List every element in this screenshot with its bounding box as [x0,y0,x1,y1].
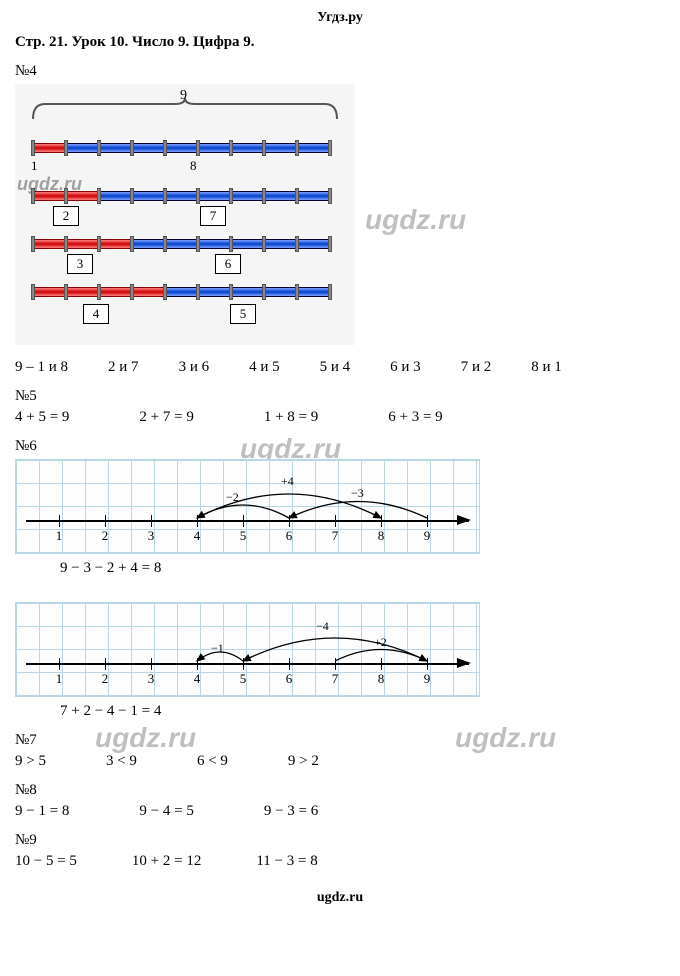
ex9-item: 11 − 3 = 8 [256,853,317,870]
header-watermark: Угдз.ру [15,10,665,26]
arc-label: +4 [281,474,294,489]
ex4-row1-left: 1 [31,158,38,174]
footer-watermark: ugdz.ru [15,890,665,906]
ex9-item: 10 − 5 = 5 [15,853,77,870]
ex4-ans-box: 2 [53,206,79,226]
ex4-ans-item: 6 и 3 [390,359,421,376]
ex7-item: 9 > 2 [288,753,319,770]
ex6-label: №6 [15,438,665,455]
ex8-item: 9 − 3 = 6 [264,803,318,820]
ex4-answers: 9 – 1 и 8 2 и 7 3 и 6 4 и 5 5 и 4 6 и 3 … [15,359,665,376]
ex7-item: 3 < 9 [106,753,137,770]
ex5-item: 6 + 3 = 9 [388,409,442,426]
ex8-item: 9 − 1 = 8 [15,803,69,820]
ex4-ans-item: 8 и 1 [531,359,562,376]
ex5-item: 1 + 8 = 9 [264,409,318,426]
ex7-item: 9 > 5 [15,753,46,770]
ex4-label: №4 [15,63,665,80]
ex5-item: 4 + 5 = 9 [15,409,69,426]
arc-label: −3 [351,486,364,501]
ex4-ans-item: 7 и 2 [461,359,492,376]
ex4-ans-item: 4 и 5 [249,359,280,376]
ex4-diagram: 9 1 8 ugdz.ru 2 7 3 6 4 [15,84,355,345]
arc-label: −2 [226,490,239,505]
ex4-ans-box: 3 [67,254,93,274]
ex7-item: 6 < 9 [197,753,228,770]
ex6-numberline-1: 1 2 3 4 5 6 7 8 9 −2 +4 −3 [15,459,480,554]
ex4-row1-right: 8 [190,158,197,174]
ex6-eq2: 7 + 2 − 4 − 1 = 4 [60,703,665,720]
ex8-item: 9 − 4 = 5 [139,803,193,820]
ex4-ans-box: 7 [200,206,226,226]
arc-label: −4 [316,619,329,634]
ex4-ans-box: 6 [215,254,241,274]
ex4-ans-item: 2 и 7 [108,359,139,376]
ex5-label: №5 [15,388,665,405]
page-title: Стр. 21. Урок 10. Число 9. Цифра 9. [15,34,665,51]
watermark: ugdz.ru [365,204,466,236]
ex9-item: 10 + 2 = 12 [132,853,201,870]
arc-label: −1 [211,641,224,656]
ex4-ans-box: 5 [230,304,256,324]
ex7-label: №7 [15,732,665,749]
ex9-label: №9 [15,832,665,849]
arc-label: +2 [374,635,387,650]
ex8-label: №8 [15,782,665,799]
ex4-ans-item: 9 – 1 и 8 [15,359,68,376]
ex6-numberline-2: 1 2 3 4 5 6 7 8 9 −1 −4 +2 [15,602,480,697]
ex5-item: 2 + 7 = 9 [139,409,193,426]
ex4-ans-item: 5 и 4 [320,359,351,376]
ex4-ans-box: 4 [83,304,109,324]
ex4-total: 9 [180,88,187,104]
ex4-ans-item: 3 и 6 [179,359,210,376]
ex6-eq1: 9 − 3 − 2 + 4 = 8 [60,560,665,577]
